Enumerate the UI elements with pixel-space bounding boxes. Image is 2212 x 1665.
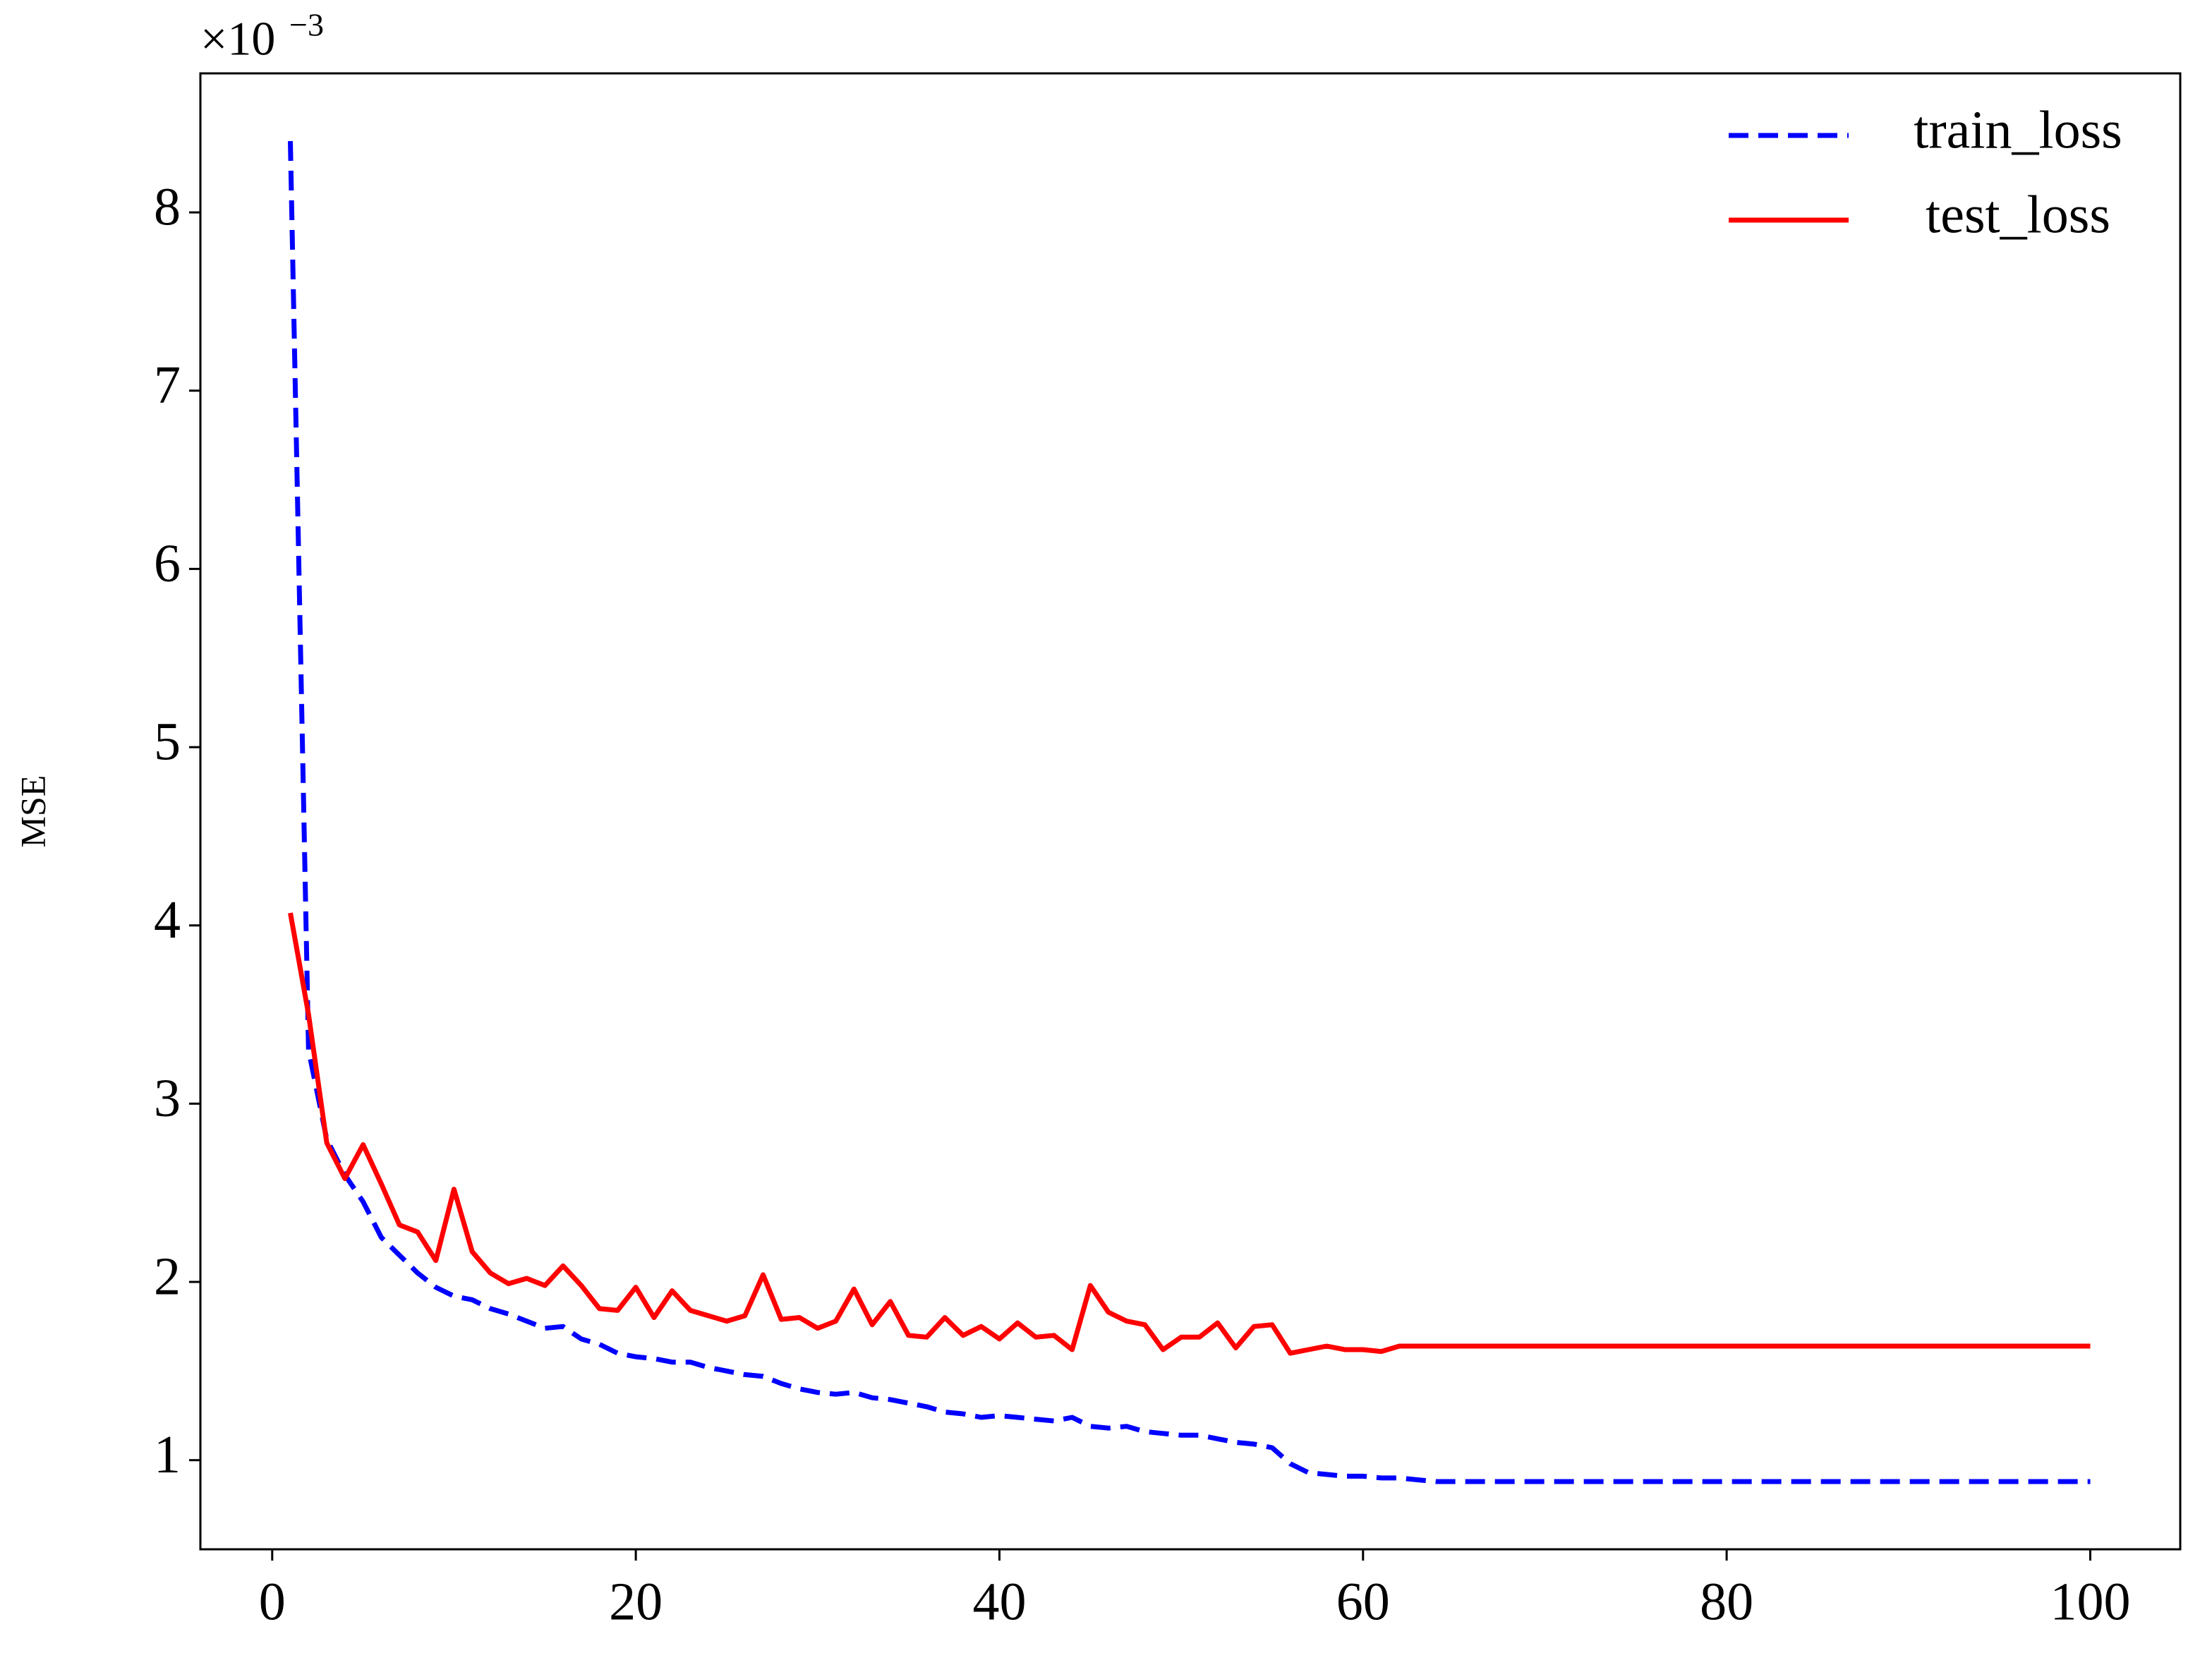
y-tick-label: 6 <box>154 534 181 593</box>
x-tick-label: 40 <box>972 1572 1026 1631</box>
series-line <box>288 140 2091 1484</box>
y-offset-exponent: −3 <box>289 7 324 43</box>
y-tick-label: 5 <box>154 712 181 771</box>
y-tick-label: 4 <box>154 890 181 950</box>
x-tick-label: 0 <box>259 1572 286 1631</box>
x-tick-label: 100 <box>2050 1572 2130 1631</box>
x-tick-label: 80 <box>1700 1572 1753 1631</box>
legend-label: test_loss <box>1926 185 2110 244</box>
y-tick-label: 2 <box>154 1247 181 1306</box>
y-tick-label: 3 <box>154 1069 181 1128</box>
x-tick-label: 60 <box>1336 1572 1390 1631</box>
y-tick-label: 7 <box>154 356 181 415</box>
series-line <box>288 912 2091 1356</box>
y-tick-label: 8 <box>154 178 181 237</box>
y-offset-base: ×10 <box>200 12 275 66</box>
y-tick-label: 1 <box>154 1425 181 1484</box>
x-tick-label: 20 <box>609 1572 663 1631</box>
y-axis-label: MSE <box>13 775 52 848</box>
legend-label: train_loss <box>1914 100 2122 159</box>
plot-frame <box>199 72 2182 1551</box>
